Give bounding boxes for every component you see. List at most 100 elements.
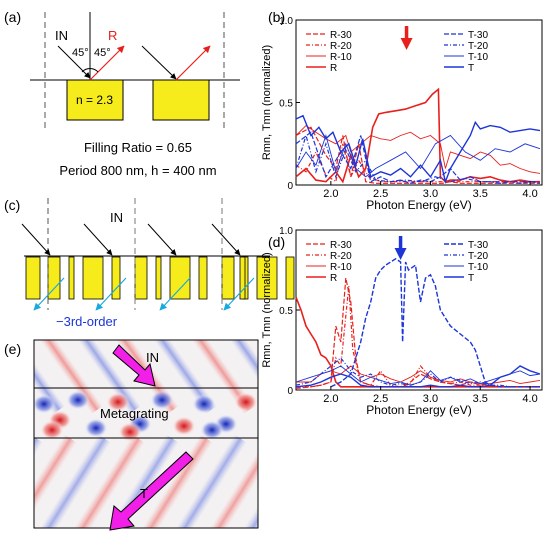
grating-pillar — [111, 256, 121, 300]
x-tick-label: 3.0 — [423, 393, 438, 405]
diffracted-arrow-c4 — [223, 277, 255, 311]
x-tick-label: 4.0 — [522, 188, 537, 200]
series-line-R-10 — [295, 125, 541, 174]
reflected-arrow — [89, 45, 125, 81]
grating-pillar — [256, 256, 278, 300]
field-band — [0, 308, 27, 414]
index-label: n = 2.3 — [76, 93, 113, 107]
legend-entry: T — [468, 273, 474, 284]
grating-pillar — [198, 256, 208, 300]
chart-b: (b) 2.0 2.5 3.0 3.5 4.0 0 0.5 1.0 Photon Energy … — [261, 9, 543, 212]
incident-arrow-c2 — [83, 223, 113, 256]
grating-pillar — [239, 256, 246, 300]
incident-arrow-c3 — [147, 223, 177, 256]
y-tick-label: 0.5 — [279, 99, 293, 110]
field-blob — [84, 418, 108, 438]
series-line-R — [295, 296, 540, 388]
grating-pillar — [82, 256, 104, 300]
panel-label-c: (c) — [4, 197, 20, 213]
field-band — [174, 340, 255, 414]
legend-entry: R-20 — [330, 41, 352, 52]
grating-pillar — [221, 256, 235, 300]
field-blob — [150, 390, 174, 410]
grating-pillar — [155, 256, 162, 300]
series-line-T-30 — [295, 131, 541, 184]
y-tick-label: 0 — [287, 386, 293, 397]
field-blob — [66, 390, 90, 410]
order-label: −3rd-order — [56, 314, 118, 329]
panel-label-d: (d) — [268, 234, 285, 250]
x-tick-label: 2.5 — [373, 393, 388, 405]
series-line-T — [295, 365, 541, 388]
field-blob — [34, 394, 56, 414]
panel-a: (a) IN R 45° 45° n = 2.3 Filling Ratio =… — [4, 9, 240, 178]
field-map-frame — [33, 339, 259, 529]
series-line-R — [295, 87, 540, 184]
legend-entry: T-20 — [468, 251, 488, 262]
x-tick-label: 3.0 — [423, 188, 438, 200]
field-band — [34, 340, 65, 414]
y-tick-label: 0 — [287, 181, 293, 192]
grating-pillar — [285, 256, 295, 300]
series-line-T — [295, 114, 541, 185]
x-axis-label: Photon Energy (eV) — [366, 403, 471, 417]
panel-c: (c) IN −3rd-order — [4, 197, 295, 329]
field-band — [98, 340, 179, 414]
y-axis-label: Rmn, Tmn (normalized) — [261, 252, 273, 367]
incident-arrow-c1 — [21, 223, 51, 256]
x-tick-label: 2.5 — [373, 188, 388, 200]
field-band — [194, 434, 258, 528]
incident-arrow-c4 — [211, 223, 241, 256]
series-line-R-30 — [295, 277, 540, 389]
incident-arrow — [57, 45, 91, 79]
in-label-e: IN — [146, 350, 159, 365]
metagrating-label: Metagrating — [100, 406, 169, 421]
field-band — [34, 434, 111, 528]
period-text: Period 800 nm, h = 400 nm — [59, 163, 216, 178]
t-label: T — [140, 486, 148, 501]
in-label: IN — [55, 28, 68, 43]
series-line-T-30 — [330, 257, 540, 388]
grating-block-right — [152, 79, 210, 121]
field-band — [34, 434, 77, 528]
grating-pillar — [169, 256, 191, 300]
panel-label-b: (b) — [268, 9, 285, 25]
reflected-arrow-2 — [175, 45, 211, 81]
panel-label-a: (a) — [4, 9, 21, 25]
field-band — [212, 340, 258, 414]
field-blob — [172, 416, 196, 436]
y-tick-label: 1.0 — [279, 16, 293, 27]
incident-big-arrow — [112, 344, 156, 387]
panel-e: (e) IN Metagrating T — [0, 308, 259, 542]
legend-entry: T-30 — [468, 240, 488, 251]
x-tick-label: 2.0 — [323, 393, 338, 405]
legend-entry: R-30 — [330, 30, 352, 41]
legend-entry: T-10 — [468, 262, 488, 273]
field-blob — [200, 420, 224, 440]
field-band — [136, 340, 217, 414]
legend-entry: R — [330, 273, 337, 284]
field-band — [0, 435, 9, 542]
field-band — [160, 434, 247, 528]
angle-left-label: 45° — [72, 47, 89, 59]
field-blob — [234, 392, 258, 412]
field-blob — [118, 422, 142, 442]
diffracted-arrow-c3 — [159, 277, 191, 311]
field-band — [126, 434, 213, 528]
angle-arc — [81, 68, 99, 73]
field-blob — [40, 420, 64, 440]
legend-entry: T-30 — [468, 30, 488, 41]
peak-arrow-head — [400, 38, 413, 50]
diffracted-arrow-c2 — [95, 277, 127, 311]
r-label: R — [108, 28, 117, 43]
transmitted-big-arrow — [109, 451, 194, 531]
legend-entry: T-20 — [468, 41, 488, 52]
x-tick-label: 2.0 — [323, 188, 338, 200]
legend-entry: R-10 — [330, 52, 352, 63]
grating-block-left — [66, 79, 124, 121]
grating-pillar — [25, 256, 41, 300]
field-map — [0, 308, 258, 542]
series-line-T-10 — [295, 133, 541, 178]
incident-arrow-2 — [141, 45, 177, 80]
